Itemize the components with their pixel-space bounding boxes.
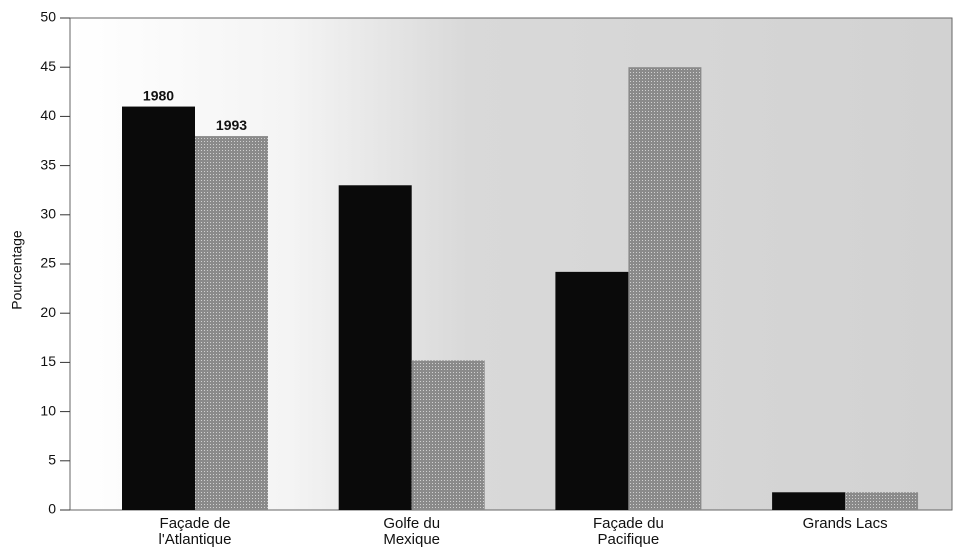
x-tick-label: Golfe du Mexique	[383, 515, 441, 548]
y-tick-label: 25	[40, 255, 56, 271]
bar	[845, 492, 919, 510]
y-tick-label: 35	[40, 156, 56, 172]
series-label: 1980	[143, 87, 174, 103]
bar	[195, 136, 268, 510]
x-tick-label: Façade de l'Atlantique	[158, 515, 232, 548]
y-axis-label: Pourcentage	[9, 230, 25, 310]
x-tick-label: Grands Lacs	[802, 515, 888, 532]
y-tick-label: 20	[40, 304, 56, 320]
bar	[122, 106, 195, 510]
y-tick-label: 10	[40, 402, 56, 418]
y-tick-label: 45	[40, 58, 56, 74]
y-tick-label: 0	[48, 501, 56, 517]
bar	[628, 67, 702, 510]
bar	[555, 271, 629, 510]
y-tick-label: 30	[40, 206, 56, 222]
bar	[772, 492, 846, 510]
y-tick-label: 40	[40, 107, 56, 123]
y-tick-label: 50	[40, 9, 56, 25]
y-tick-label: 15	[40, 353, 56, 369]
y-tick-label: 5	[48, 452, 56, 468]
bar	[338, 185, 412, 510]
series-label: 1993	[216, 117, 247, 133]
bar	[411, 360, 485, 510]
x-tick-label: Façade du Pacifique	[592, 515, 664, 548]
